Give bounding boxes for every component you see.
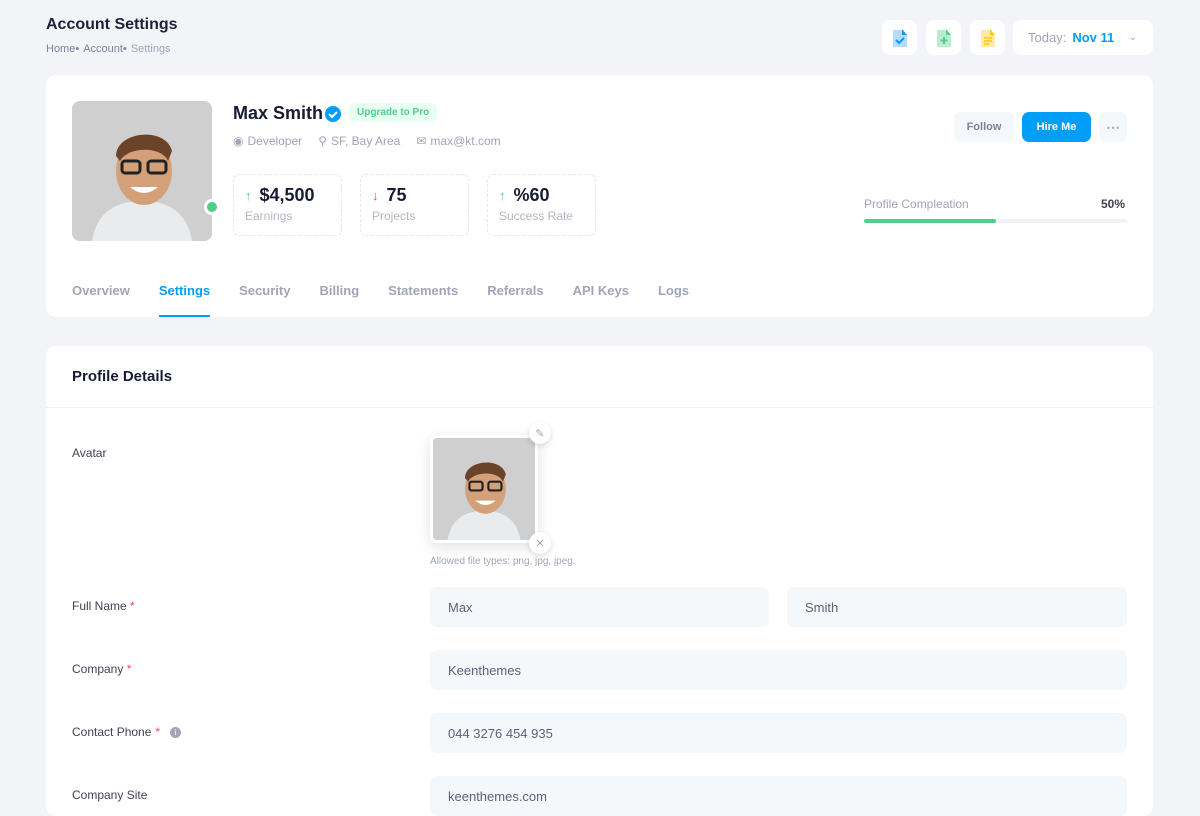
chevron-down-icon: ⌄ [1128,32,1137,43]
file-check-button[interactable] [882,20,917,55]
breadcrumb-settings: Settings [130,43,171,55]
date-dropdown[interactable]: Today: Nov 11 ⌄ [1013,20,1153,55]
file-add-button[interactable] [926,20,961,55]
company-site-label: Company Site [72,788,148,802]
profile-avatar [72,101,212,241]
breadcrumb-home[interactable]: Home• [46,43,80,55]
profile-completion-label: Profile Compleation [864,197,969,211]
more-dots-icon: ⋯ [1106,118,1120,135]
tab-security[interactable]: Security [239,283,291,298]
more-options-button[interactable]: ⋯ [1099,112,1127,142]
first-name-input[interactable]: Max [430,587,769,627]
file-add-icon [936,28,951,47]
contact-phone-label: Contact Phone * i [72,725,182,739]
profile-tabs: Overview Settings Security Billing Statement… [72,283,690,317]
required-asterisk: * [130,599,135,613]
section-title: Profile Details [72,368,173,385]
email-text: max@kt.com [430,134,501,148]
file-text-button[interactable] [970,20,1005,55]
arrow-up-icon: ↑ [245,188,252,203]
divider [46,407,1153,408]
allowed-file-types-hint: Allowed file types: png, jpg, jpeg. [430,556,576,567]
avatar-upload-preview [430,435,538,543]
last-name-input[interactable]: Smith [787,587,1127,627]
avatar-label: Avatar [72,446,107,460]
page-title: Account Settings [46,16,178,33]
stat-projects: ↓ 75 Projects [360,174,469,236]
stat-value: 75 [386,185,407,205]
remove-avatar-button[interactable]: ✕ [529,532,551,554]
company-input[interactable]: Keenthemes [430,650,1127,690]
company-site-input[interactable]: keenthemes.com [430,776,1127,816]
file-check-icon [892,28,907,47]
edit-avatar-button[interactable]: ✎ [529,422,551,444]
profile-meta: ◉ Developer ⚲ SF, Bay Area ✉ max@kt.com [233,134,501,148]
stat-value: $4,500 [259,185,315,205]
file-text-icon [980,28,995,47]
breadcrumb-account[interactable]: Account• [83,43,127,55]
verified-icon [325,106,341,122]
profile-name[interactable]: Max Smith [233,103,324,123]
company-label: Company * [72,662,132,676]
stat-label: Earnings [245,209,293,223]
full-name-label: Full Name * [72,599,135,613]
tab-referrals[interactable]: Referrals [487,283,544,298]
tab-overview[interactable]: Overview [72,283,130,298]
tab-statements[interactable]: Statements [388,283,459,298]
meta-role[interactable]: ◉ Developer [233,134,302,148]
arrow-up-icon: ↑ [499,188,506,203]
follow-button[interactable]: Follow [954,112,1014,142]
stat-label: Success Rate [499,209,574,223]
arrow-down-icon: ↓ [372,188,379,203]
role-text: Developer [247,134,303,148]
profile-completion-bar [864,219,1127,223]
envelope-icon: ✉ [416,134,427,148]
stat-label: Projects [372,209,416,223]
profile-completion-percent: 50% [1101,197,1126,211]
user-icon: ◉ [233,134,244,148]
required-asterisk: * [126,662,132,676]
info-icon[interactable]: i [170,726,182,738]
meta-location[interactable]: ⚲ SF, Bay Area [318,134,400,148]
pencil-icon: ✎ [535,427,545,440]
location-pin-icon: ⚲ [318,134,327,148]
location-text: SF, Bay Area [330,134,401,148]
stat-success-rate: ↑ %60 Success Rate [487,174,596,236]
stat-earnings: ↑ $4,500 Earnings [233,174,342,236]
tab-billing[interactable]: Billing [319,283,360,298]
close-icon: ✕ [535,537,545,550]
progress-fill [864,219,996,223]
online-status-dot [204,199,220,215]
tab-logs[interactable]: Logs [657,283,690,298]
breadcrumb: Home• Account• Settings [46,43,171,55]
hire-me-button[interactable]: Hire Me [1022,112,1091,142]
meta-email[interactable]: ✉ max@kt.com [416,134,500,148]
required-asterisk: * [155,725,161,739]
stat-value: %60 [513,185,550,205]
date-label: Today: [1028,30,1067,45]
contact-phone-input[interactable]: 044 3276 454 935 [430,713,1127,753]
tab-settings[interactable]: Settings [158,283,211,317]
date-value: Nov 11 [1072,30,1115,45]
upgrade-to-pro-badge[interactable]: Upgrade to Pro [349,103,438,122]
tab-api-keys[interactable]: API Keys [572,283,629,298]
